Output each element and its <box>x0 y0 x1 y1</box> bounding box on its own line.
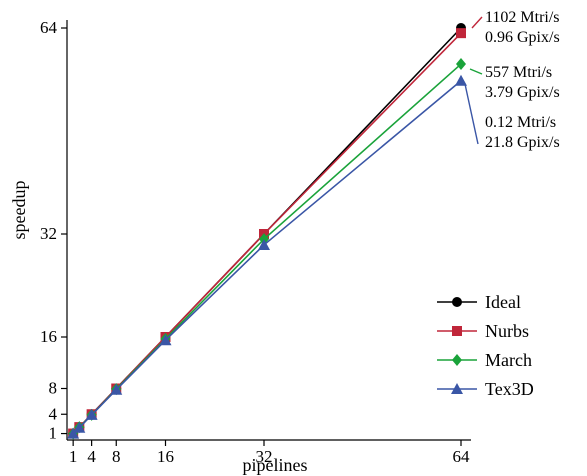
series-line-tex3d <box>72 80 462 435</box>
annotation-text-nurbs-1: 1102 Mtri/s <box>485 9 560 26</box>
series-tex3d <box>67 74 467 439</box>
annotation-leader-march <box>469 68 483 75</box>
x-tick-label-64: 64 <box>453 447 471 466</box>
annotations: 1102 Mtri/s 0.96 Gpix/s 557 Mtri/s 3.79 Gpi… <box>464 9 560 151</box>
y-tick-label-16: 16 <box>40 327 57 346</box>
point-tex3d-32 <box>258 238 270 250</box>
legend-item-ideal: Ideal <box>437 292 521 312</box>
point-nurbs-64 <box>456 28 466 39</box>
x-axis-label: pipelines <box>243 455 308 475</box>
legend-marker-march <box>452 354 462 366</box>
legend-marker-ideal <box>452 297 462 307</box>
legend: Ideal Nurbs March Tex3D <box>437 292 534 399</box>
y-axis-label: speedup <box>9 181 29 240</box>
annotation-leader-nurbs <box>471 16 483 29</box>
annotation-text-tex3d-2: 21.8 Gpix/s <box>485 134 560 151</box>
x-tick-label-32: 32 <box>256 447 273 466</box>
annotation-nurbs: 1102 Mtri/s 0.96 Gpix/s <box>471 9 560 46</box>
y-tick-label-4: 4 <box>49 404 58 423</box>
y-tick-label-32: 32 <box>40 224 57 243</box>
point-tex3d-1 <box>67 427 80 439</box>
point-march-64 <box>456 58 466 71</box>
annotation-march: 557 Mtri/s 3.79 Gpix/s <box>469 64 560 101</box>
x-tick-label-8: 8 <box>112 447 121 466</box>
annotation-text-nurbs-2: 0.96 Gpix/s <box>485 29 560 46</box>
legend-item-tex3d: Tex3D <box>437 379 534 399</box>
y-tick-label-64: 64 <box>40 18 58 37</box>
legend-marker-tex3d <box>451 383 463 394</box>
legend-label-tex3d: Tex3D <box>485 379 534 399</box>
x-tick-label-1: 1 <box>69 447 78 466</box>
point-tex3d-8 <box>110 383 123 395</box>
point-tex3d-4 <box>85 408 98 420</box>
x-tick-label-16: 16 <box>157 447 174 466</box>
legend-label-ideal: Ideal <box>485 292 521 312</box>
x-tick-label-4: 4 <box>87 447 96 466</box>
annotation-text-march-1: 557 Mtri/s <box>485 64 552 81</box>
annotation-tex3d: 0.12 Mtri/s 21.8 Gpix/s <box>464 83 560 151</box>
series-layer <box>67 23 467 440</box>
legend-item-nurbs: Nurbs <box>437 321 529 341</box>
legend-item-march: March <box>437 350 532 370</box>
legend-marker-nurbs <box>452 326 462 336</box>
annotation-leader-tex3d <box>464 83 479 145</box>
point-tex3d-16 <box>159 334 172 346</box>
legend-label-march: March <box>485 350 532 370</box>
y-tick-label-1: 1 <box>49 424 58 443</box>
annotation-text-tex3d-1: 0.12 Mtri/s <box>485 114 556 131</box>
point-tex3d-64 <box>455 74 467 86</box>
y-tick-label-8: 8 <box>49 379 58 398</box>
annotation-text-march-2: 3.79 Gpix/s <box>485 84 560 101</box>
point-tex3d-2 <box>73 421 86 433</box>
legend-label-nurbs: Nurbs <box>485 321 529 341</box>
